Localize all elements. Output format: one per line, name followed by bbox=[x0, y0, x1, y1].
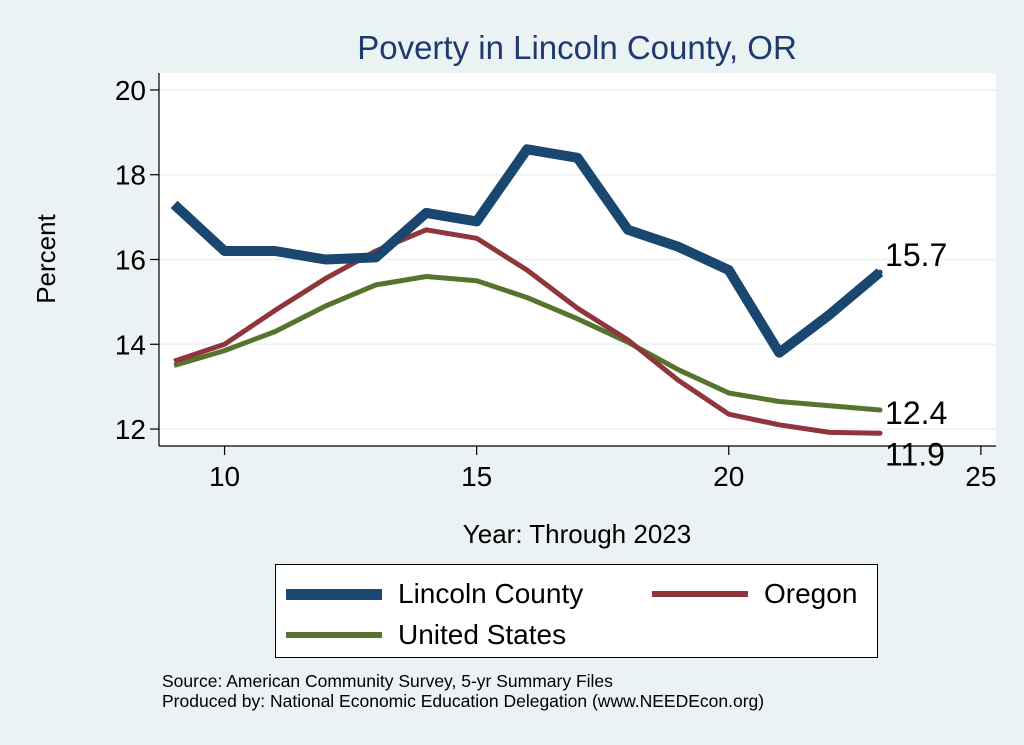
legend-swatch-lincoln-county bbox=[286, 588, 382, 600]
y-tick-label: 14 bbox=[115, 329, 146, 360]
legend-item-oregon: Oregon bbox=[652, 578, 857, 610]
end-labels: 15.7 11.9 12.4 bbox=[877, 237, 947, 472]
legend-item-lincoln-county: Lincoln County bbox=[286, 578, 583, 610]
end-label-oregon: 11.9 bbox=[885, 436, 945, 472]
series-line-united-states bbox=[173, 274, 881, 413]
legend: Lincoln County Oregon United States bbox=[275, 564, 878, 658]
axes: 12 14 16 18 20 10 15 20 25 bbox=[115, 73, 996, 492]
end-marker bbox=[877, 407, 883, 413]
end-label-lincoln-county: 15.7 bbox=[885, 237, 947, 273]
chart-title: Poverty in Lincoln County, OR bbox=[357, 29, 797, 66]
y-tick-label: 20 bbox=[115, 75, 146, 106]
series-line-lincoln-county bbox=[170, 144, 884, 358]
legend-swatch-oregon bbox=[652, 591, 748, 597]
x-tick-label: 25 bbox=[965, 461, 996, 492]
legend-label-united-states: United States bbox=[398, 619, 567, 650]
source-line: Source: American Community Survey, 5-yr … bbox=[162, 671, 613, 691]
end-marker bbox=[877, 269, 883, 275]
legend-label-oregon: Oregon bbox=[764, 578, 858, 609]
legend-label-lincoln-county: Lincoln County bbox=[398, 578, 584, 609]
legend-item-united-states: United States bbox=[286, 619, 566, 651]
y-tick-label: 16 bbox=[115, 245, 146, 276]
x-tick-label: 20 bbox=[713, 461, 744, 492]
series-lines bbox=[170, 144, 884, 436]
legend-swatch-united-states bbox=[286, 632, 382, 638]
y-tick-label: 12 bbox=[115, 414, 146, 445]
source-note: Source: American Community Survey, 5-yr … bbox=[162, 671, 764, 711]
x-axis-label: Year: Through 2023 bbox=[463, 519, 691, 549]
y-tick-label: 18 bbox=[115, 160, 146, 191]
end-marker bbox=[877, 430, 883, 436]
line-chart: Poverty in Lincoln County, OR 12 14 16 18 20… bbox=[31, 29, 996, 549]
x-tick-label: 15 bbox=[461, 461, 492, 492]
x-tick-label: 10 bbox=[209, 461, 240, 492]
producer-line: Produced by: National Economic Education… bbox=[162, 691, 765, 711]
y-axis-label: Percent bbox=[31, 213, 61, 303]
series-line-oregon bbox=[173, 227, 881, 436]
end-label-united-states: 12.4 bbox=[885, 395, 947, 431]
